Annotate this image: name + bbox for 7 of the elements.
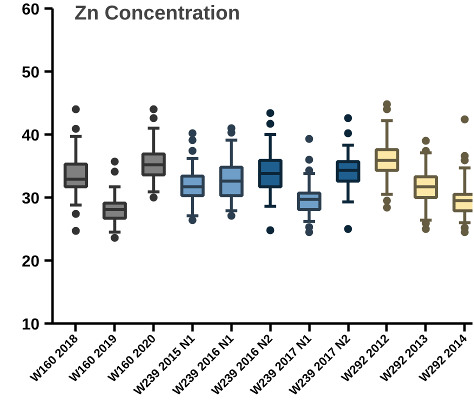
y-tick-label: 30 [22,190,40,208]
y-tick-label: 10 [22,316,40,334]
chart-title: Zn Concentration [74,2,240,24]
y-tick-label: 60 [22,2,40,18]
y-tick-label: 20 [22,254,40,270]
y-tick-label: 50 [22,64,40,82]
y-tick-label: 40 [22,128,40,144]
